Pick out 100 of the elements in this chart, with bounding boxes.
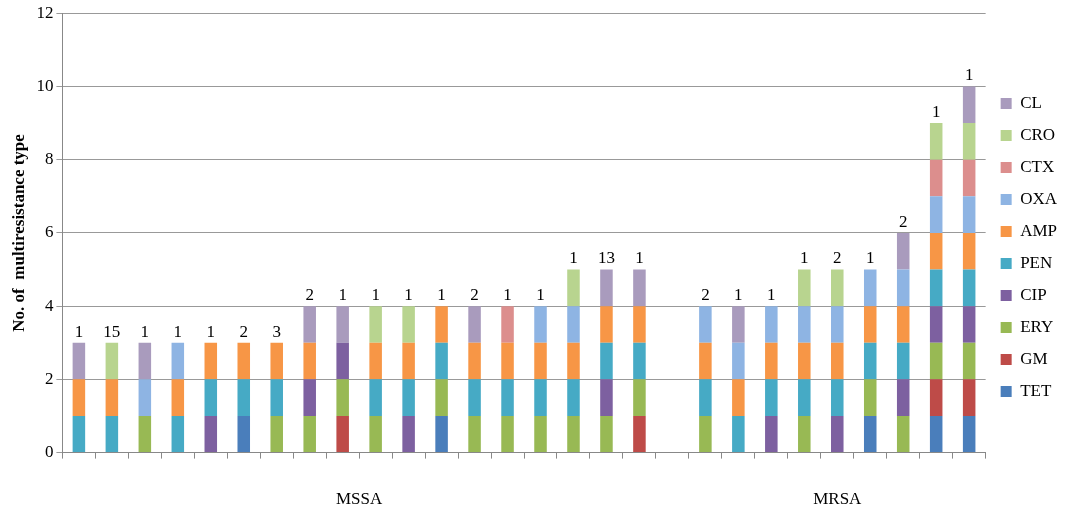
legend-label: GM — [1020, 348, 1048, 368]
bar — [600, 379, 613, 416]
annotation: 2 — [898, 211, 908, 231]
bar — [567, 306, 580, 343]
bar — [798, 379, 811, 416]
bar — [468, 415, 481, 453]
bar — [600, 269, 613, 307]
bar — [534, 415, 547, 453]
bar — [138, 415, 152, 453]
text: MSSA — [336, 488, 384, 508]
bar — [929, 306, 943, 343]
bar — [863, 269, 877, 307]
annotation: 1 — [866, 248, 875, 268]
bar — [336, 342, 349, 380]
bar — [962, 159, 976, 197]
bar — [402, 379, 415, 416]
bar — [962, 123, 976, 160]
bar — [402, 306, 415, 343]
bar — [831, 415, 844, 453]
bar — [501, 415, 514, 453]
bar — [732, 379, 745, 416]
y-tick-label: 8 — [44, 149, 54, 169]
bar — [798, 269, 811, 307]
annotation: 1 — [569, 248, 578, 268]
bar — [831, 269, 844, 307]
bar — [765, 342, 778, 380]
bar — [105, 379, 119, 416]
bar — [831, 306, 844, 343]
bar — [204, 379, 218, 416]
bar — [962, 232, 976, 270]
bar — [72, 415, 86, 453]
y-tick-label: 10 — [36, 75, 54, 95]
bar — [929, 269, 943, 307]
bar — [699, 306, 712, 343]
bar — [435, 379, 448, 416]
bar — [435, 306, 448, 343]
bar — [600, 306, 613, 343]
annotation: 2 — [305, 285, 314, 305]
bar — [929, 159, 943, 197]
bar — [204, 342, 218, 380]
bar — [534, 342, 547, 380]
annotation: 1 — [437, 285, 446, 305]
bar — [336, 379, 349, 416]
annotation: 1 — [173, 321, 183, 341]
bar — [765, 415, 778, 453]
bar — [270, 415, 283, 453]
bar — [303, 306, 316, 343]
legend-label: OXA — [1020, 188, 1058, 208]
bar — [863, 306, 877, 343]
bar — [896, 379, 910, 416]
bar — [567, 415, 580, 453]
bar — [138, 342, 152, 380]
bar — [798, 342, 811, 380]
annotation: 3 — [272, 321, 281, 341]
annotation: 1 — [140, 321, 150, 341]
bar — [369, 306, 382, 343]
bar — [567, 342, 580, 380]
bar — [962, 379, 976, 416]
bar — [896, 306, 910, 343]
bar — [896, 415, 910, 453]
bar — [138, 379, 152, 416]
bar — [105, 415, 119, 453]
bar — [600, 415, 613, 453]
bar — [204, 415, 218, 453]
bar — [435, 415, 448, 453]
bar — [633, 306, 646, 343]
bar — [633, 379, 646, 416]
annotation: 1 — [931, 102, 941, 122]
annotation: 1 — [800, 248, 809, 268]
y-tick-label: 12 — [36, 2, 54, 22]
bar — [765, 306, 778, 343]
bar — [468, 342, 481, 380]
bar — [237, 379, 251, 416]
bar — [929, 415, 943, 453]
bar — [468, 379, 481, 416]
bar — [72, 342, 86, 380]
legend-label: CTX — [1020, 156, 1055, 176]
bar — [732, 415, 745, 453]
bar — [962, 86, 976, 124]
bar — [732, 306, 745, 343]
bar — [633, 342, 646, 380]
bar — [402, 415, 415, 453]
bar — [863, 379, 877, 416]
bar — [171, 379, 185, 416]
annotation: 1 — [964, 65, 974, 85]
y-tick-label: 4 — [44, 295, 54, 315]
bar — [534, 306, 547, 343]
bar — [402, 342, 415, 380]
legend-label: CRO — [1020, 124, 1056, 144]
y-tick-label: 6 — [44, 222, 54, 242]
bar — [633, 415, 646, 453]
annotation: 1 — [74, 321, 84, 341]
y-axis-title: No. of multiresistance type — [8, 133, 28, 332]
bar — [600, 342, 613, 380]
bar — [501, 379, 514, 416]
annotation: 1 — [536, 285, 545, 305]
bar — [896, 269, 910, 307]
text: MRSA — [813, 488, 863, 508]
bar — [270, 342, 283, 380]
bar — [336, 306, 349, 343]
